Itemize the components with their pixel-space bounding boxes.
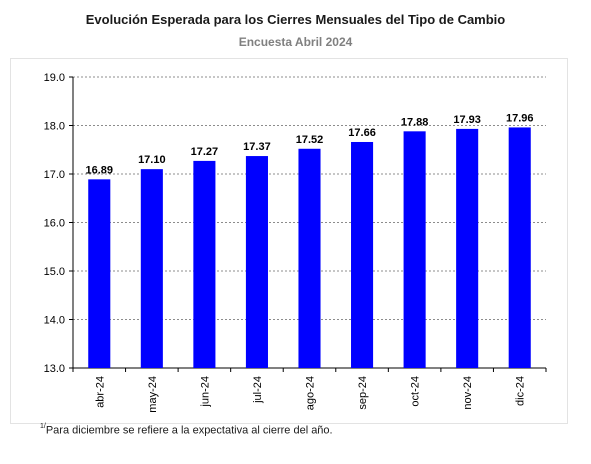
x-tick-label: oct-24: [410, 376, 422, 407]
data-label: 17.52: [296, 134, 324, 146]
data-label: 17.96: [506, 112, 534, 124]
x-tick-label: may-24: [147, 376, 159, 413]
y-tick-label: 17.0: [44, 169, 65, 181]
bar-nov-24: [456, 128, 479, 368]
y-tick-label: 13.0: [44, 363, 65, 375]
bar-oct-24: [403, 131, 426, 368]
bar-sep-24: [351, 141, 374, 368]
data-label: 17.93: [453, 114, 481, 126]
data-label: 17.27: [191, 146, 219, 158]
x-tick-label: ago-24: [305, 376, 317, 410]
bar-jun-24: [193, 160, 216, 368]
footnote-text: Para diciembre se refiere a la expectati…: [45, 424, 333, 437]
y-tick-label: 14.0: [44, 315, 65, 327]
data-label: 17.37: [243, 141, 271, 153]
x-tick-label: jun-24: [199, 376, 211, 408]
y-tick-label: 16.0: [44, 218, 65, 230]
footnote-marker: 1/: [40, 423, 46, 430]
x-tick-label: jul-24: [252, 376, 264, 404]
bar-ago-24: [298, 148, 321, 368]
data-label: 17.10: [138, 154, 166, 166]
chart-title: Evolución Esperada para los Cierres Mens…: [85, 12, 506, 27]
data-label: 17.88: [401, 116, 429, 128]
data-label: 16.89: [86, 164, 114, 176]
data-label: 17.66: [348, 127, 376, 139]
y-tick-label: 19.0: [44, 72, 65, 84]
chart-subtitle: Encuesta Abril 2024: [238, 35, 353, 49]
bar-may-24: [140, 169, 163, 368]
bar-abr-24: [88, 179, 111, 368]
x-tick-label: abr-24: [94, 376, 106, 408]
x-tick-label: nov-24: [462, 376, 474, 410]
footnote: 1/Para diciembre se refiere a la expecta…: [40, 423, 333, 437]
x-tick-label: sep-24: [357, 376, 369, 410]
bar-jul-24: [245, 156, 268, 368]
y-tick-label: 15.0: [44, 266, 65, 278]
bar-dic-24: [508, 127, 531, 368]
y-tick-label: 18.0: [44, 121, 65, 133]
x-tick-label: dic-24: [515, 376, 527, 406]
